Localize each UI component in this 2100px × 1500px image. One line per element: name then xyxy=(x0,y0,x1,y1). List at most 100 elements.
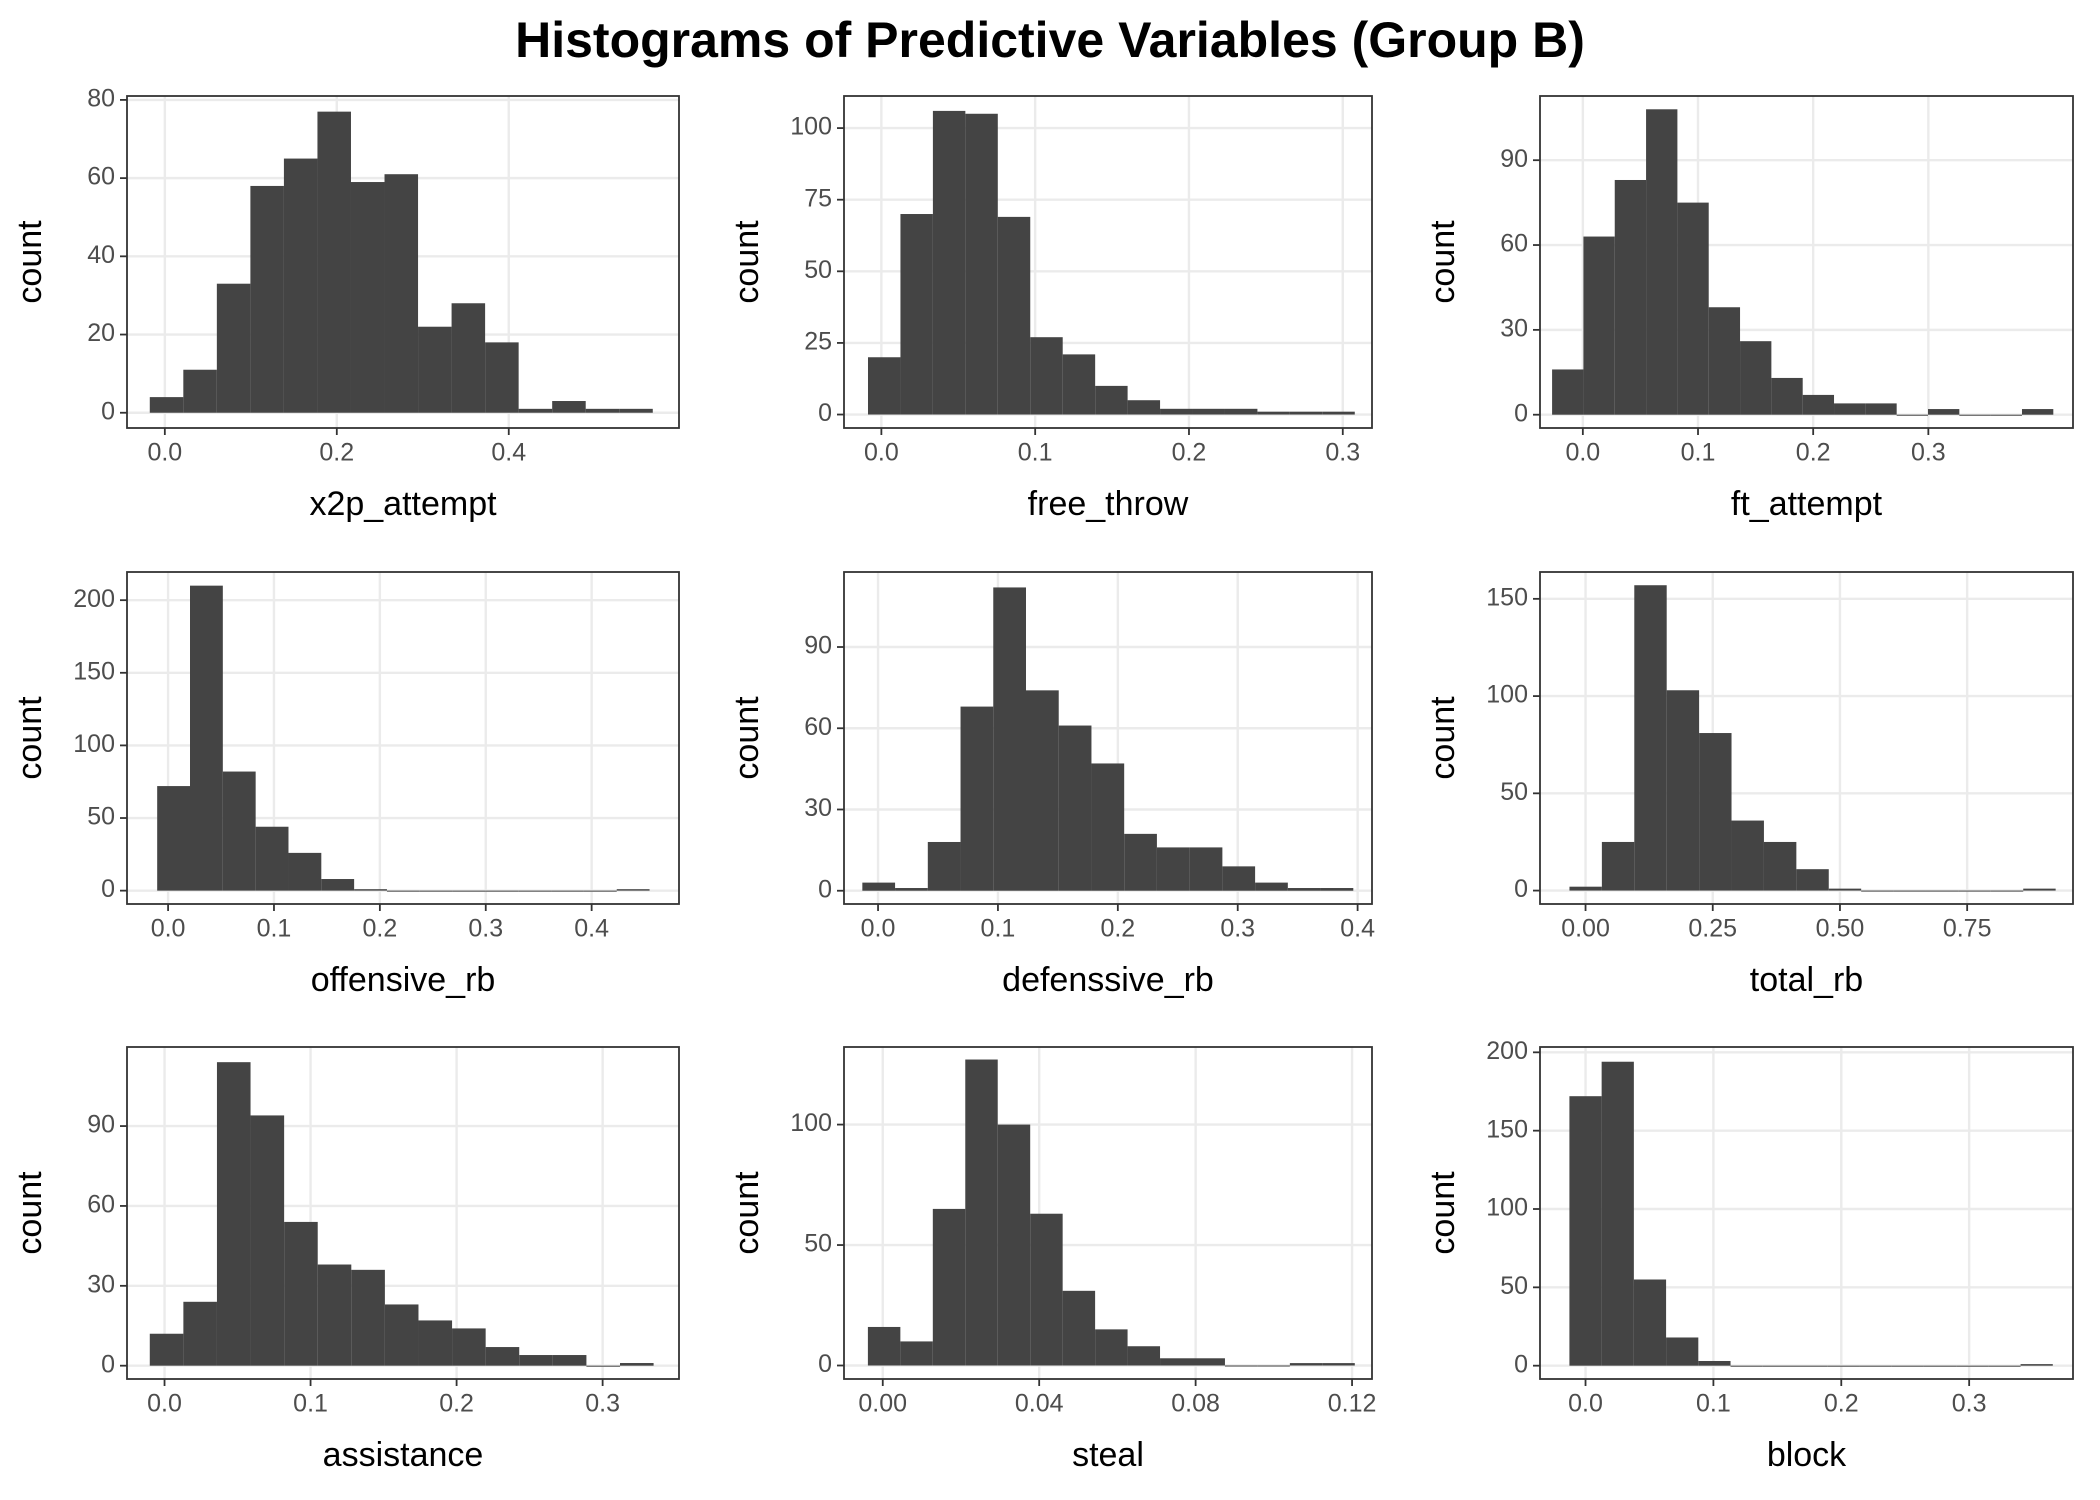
histogram-bar xyxy=(384,1304,419,1366)
histogram-bar xyxy=(2020,1364,2053,1366)
histogram-bar xyxy=(1646,109,1678,415)
x-tick-label: 0.0 xyxy=(1568,1390,1603,1418)
histogram-bar xyxy=(552,1355,587,1366)
x-tick-label: 0.00 xyxy=(858,1390,907,1418)
panel: 0.0 0.1 0.2 0.3 0 50 100 150 200 block count xyxy=(1424,1037,2074,1474)
histogram-bar xyxy=(1859,1365,1892,1367)
x-axis-title: total_rb xyxy=(1750,961,1863,999)
histogram-bar xyxy=(183,1301,217,1366)
histogram-bar xyxy=(1601,1061,1634,1366)
histogram-bar xyxy=(1865,403,1897,415)
histogram-bar xyxy=(1614,179,1647,415)
x-tick-label: 0.0 xyxy=(861,915,896,943)
histogram-bar xyxy=(2021,409,2054,415)
x-tick-label: 0.3 xyxy=(1952,1390,1987,1418)
histogram-bar xyxy=(1740,341,1772,415)
histogram-bar xyxy=(1666,1337,1699,1366)
x-tick-label: 0.25 xyxy=(1688,915,1737,943)
histogram-bar xyxy=(216,283,251,413)
x-axis-title: block xyxy=(1767,1436,1847,1474)
histogram-bar xyxy=(900,214,933,415)
x-tick-label: 0.1 xyxy=(1696,1390,1731,1418)
histogram-bar xyxy=(551,890,584,892)
x-tick-label: 0.4 xyxy=(1340,915,1375,943)
y-tick-label: 150 xyxy=(1486,1115,1528,1143)
x-tick-label: 0.2 xyxy=(319,439,354,467)
histogram-bar xyxy=(1828,888,1862,891)
x-tick-label: 0.0 xyxy=(864,439,899,467)
histogram-bar xyxy=(1569,886,1602,891)
histogram-bar xyxy=(317,1264,352,1366)
histogram-bar xyxy=(1095,385,1128,415)
histogram-bar xyxy=(1160,408,1193,415)
y-tick-label: 20 xyxy=(87,319,115,347)
histogram-bar xyxy=(1990,890,2024,892)
histogram-bar xyxy=(519,1355,553,1366)
x-axis-title: steal xyxy=(1072,1436,1144,1474)
y-tick-label: 40 xyxy=(87,241,115,269)
histogram-bar xyxy=(386,890,420,892)
histogram-bar xyxy=(895,888,928,891)
y-tick-label: 100 xyxy=(790,1109,832,1137)
x-tick-label: 0.4 xyxy=(574,915,609,943)
histogram-bar xyxy=(1192,408,1225,415)
histogram-bar xyxy=(1708,307,1741,415)
histogram-bar xyxy=(485,1347,520,1366)
histogram-bar xyxy=(965,113,998,415)
histogram-bar xyxy=(1257,411,1290,415)
histogram-bar xyxy=(1289,411,1323,415)
x-tick-label: 0.04 xyxy=(1015,1390,1064,1418)
x-tick-label: 0.08 xyxy=(1171,1390,1220,1418)
panel-border xyxy=(126,1046,680,1380)
histogram-bar xyxy=(1025,690,1059,891)
x-tick-label: 0.3 xyxy=(1325,439,1360,467)
histogram-bar xyxy=(997,1124,1031,1366)
y-tick-label: 150 xyxy=(73,657,115,685)
panel: 0.00 0.04 0.08 0.12 0 50 100 steal count xyxy=(728,1046,1376,1474)
histogram-bar xyxy=(1569,1096,1602,1366)
histogram-bar xyxy=(250,185,284,413)
histogram-bar xyxy=(317,111,351,413)
x-tick-label: 0.2 xyxy=(1824,1390,1859,1418)
histogram-bar xyxy=(932,110,966,415)
y-tick-label: 75 xyxy=(804,184,832,212)
y-tick-label: 25 xyxy=(804,328,832,356)
x-tick-label: 0.75 xyxy=(1943,915,1992,943)
panel: 0.0 0.1 0.2 0.3 0.4 0 30 60 90 defenssive_rb count xyxy=(728,571,1375,999)
panel-border xyxy=(843,95,1373,429)
histogram-bar xyxy=(222,771,256,891)
histogram-bar xyxy=(485,890,519,892)
histogram-bar xyxy=(1771,377,1803,415)
x-tick-label: 0.2 xyxy=(1100,915,1135,943)
histogram-bar xyxy=(321,879,355,891)
y-tick-label: 0 xyxy=(818,399,832,427)
histogram-bar xyxy=(485,342,519,413)
histogram-bar xyxy=(1287,888,1321,891)
histogram-bar xyxy=(1861,890,1894,892)
y-axis-title: count xyxy=(11,696,49,780)
histogram-bar xyxy=(1928,409,1960,415)
histogram-bar xyxy=(1990,414,2022,416)
y-tick-label: 0 xyxy=(101,397,115,425)
histogram-bar xyxy=(586,1365,621,1367)
y-tick-label: 60 xyxy=(1500,230,1528,258)
panel: 0.0 0.1 0.2 0.3 0 25 50 75 100 free_throw count xyxy=(728,95,1373,523)
histogram-bar xyxy=(1127,1346,1161,1366)
histogram-bar xyxy=(1923,1365,1957,1367)
panel: 0.0 0.2 0.4 0 20 40 60 80 x2p_attempt count xyxy=(11,85,680,523)
y-axis-title: count xyxy=(1424,696,1462,780)
y-tick-label: 100 xyxy=(73,730,115,758)
panel-border xyxy=(126,571,680,905)
histogram-bar xyxy=(1095,1329,1128,1366)
y-tick-label: 0 xyxy=(101,1350,115,1378)
y-tick-label: 100 xyxy=(1486,1194,1528,1222)
y-tick-label: 0 xyxy=(1514,875,1528,903)
histogram-bar xyxy=(149,397,184,413)
histogram-bar xyxy=(419,890,453,892)
histogram-bar xyxy=(997,216,1031,415)
histogram-bar xyxy=(1730,1365,1763,1367)
histogram-bar xyxy=(1896,414,1929,416)
y-tick-label: 30 xyxy=(1500,314,1528,342)
